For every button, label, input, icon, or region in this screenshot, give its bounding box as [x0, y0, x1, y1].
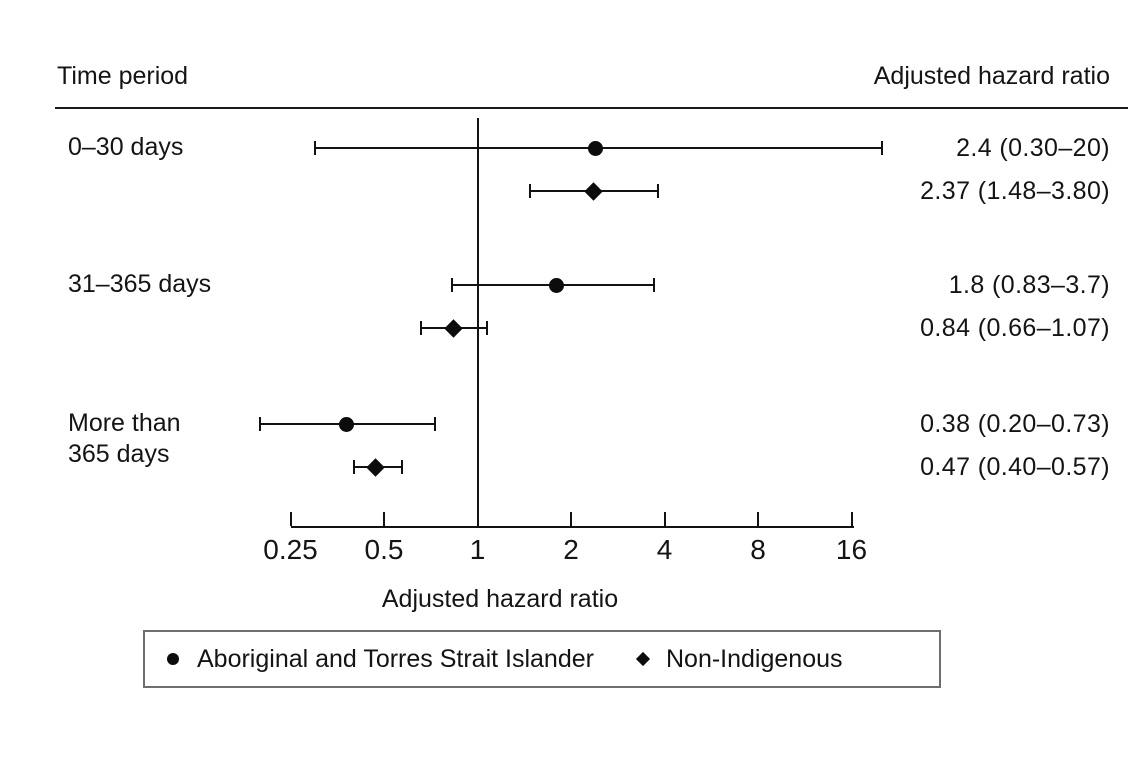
ci-cap-left	[259, 417, 262, 431]
legend-label: Non-Indigenous	[665, 644, 843, 673]
hazard-ratio-value: 0.84 (0.66–1.07)	[920, 314, 1110, 342]
x-axis-tick	[476, 512, 479, 526]
ci-cap-left	[420, 321, 423, 335]
time-period-label: 0–30 days	[68, 133, 184, 161]
ci-cap-right	[400, 460, 403, 474]
x-axis-tick-label: 16	[835, 534, 868, 565]
legend-label: Aboriginal and Torres Strait Islander	[197, 644, 594, 673]
right-column-header: Adjusted hazard ratio	[873, 62, 1110, 90]
legend-item-aboriginal: Aboriginal and Torres Strait Islander	[167, 645, 594, 674]
ci-cap-right	[434, 417, 437, 431]
ci-cap-right	[652, 278, 655, 292]
legend-item-non-indigenous: Non-Indigenous	[635, 644, 843, 674]
ci-cap-right	[880, 141, 883, 155]
hazard-ratio-value: 2.4 (0.30–20)	[956, 134, 1110, 162]
estimate-marker-diamond	[584, 181, 604, 201]
hazard-ratio-value: 0.47 (0.40–0.57)	[920, 453, 1110, 481]
ci-cap-left	[314, 141, 317, 155]
x-axis-tick	[663, 512, 666, 526]
reference-line	[476, 118, 479, 528]
circle-marker-icon	[167, 653, 179, 665]
x-axis-tick	[850, 512, 853, 526]
ci-cap-left	[529, 184, 532, 198]
x-axis-tick-label: 0.5	[364, 534, 404, 565]
diamond-marker-icon	[635, 651, 651, 667]
hazard-ratio-value: 2.37 (1.48–3.80)	[920, 177, 1110, 205]
left-column-header: Time period	[57, 62, 189, 90]
estimate-marker-diamond	[444, 318, 464, 338]
ci-cap-right	[656, 184, 659, 198]
time-period-label: 31–365 days	[68, 270, 212, 298]
ci-cap-left	[451, 278, 454, 292]
header-divider	[55, 107, 1128, 109]
x-axis-tick-label: 2	[563, 534, 579, 565]
x-axis-tick	[289, 512, 292, 526]
x-axis-tick-label: 4	[656, 534, 673, 565]
estimate-marker-diamond	[366, 457, 385, 477]
ci-cap-right	[485, 321, 488, 335]
x-axis-tick	[757, 512, 759, 526]
hazard-ratio-value: 1.8 (0.83–3.7)	[948, 271, 1110, 299]
x-axis-tick	[570, 512, 572, 526]
legend-box: Aboriginal and Torres Strait Islander No…	[143, 630, 941, 688]
time-period-label: More than 365 days	[68, 409, 181, 468]
x-axis-baseline	[290, 526, 854, 528]
estimate-marker-circle	[549, 277, 565, 293]
x-axis-tick-label: 0.25	[263, 534, 318, 565]
ci-cap-left	[352, 460, 355, 474]
estimate-marker-circle	[339, 416, 355, 432]
x-axis-tick	[383, 512, 385, 526]
hazard-ratio-value: 0.38 (0.20–0.73)	[920, 410, 1110, 438]
x-axis-tick-label: 8	[750, 534, 766, 565]
x-axis-tick-label: 1	[469, 534, 486, 565]
x-axis-title: Adjusted hazard ratio	[381, 585, 619, 613]
estimate-marker-circle	[588, 140, 604, 156]
